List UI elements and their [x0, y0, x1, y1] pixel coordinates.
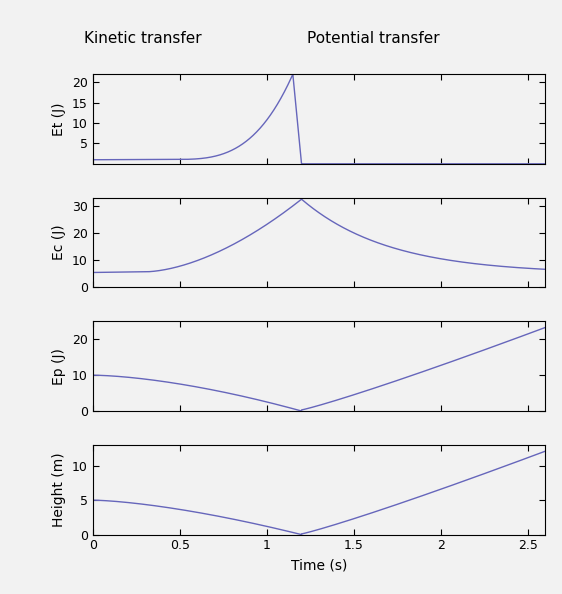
- Y-axis label: Ec (J): Ec (J): [52, 225, 66, 260]
- Text: Kinetic transfer: Kinetic transfer: [84, 31, 202, 46]
- X-axis label: Time (s): Time (s): [291, 558, 347, 572]
- Text: Potential transfer: Potential transfer: [307, 31, 440, 46]
- Y-axis label: Ep (J): Ep (J): [52, 347, 66, 385]
- Y-axis label: Height (m): Height (m): [52, 453, 66, 527]
- Y-axis label: Et (J): Et (J): [52, 102, 66, 136]
